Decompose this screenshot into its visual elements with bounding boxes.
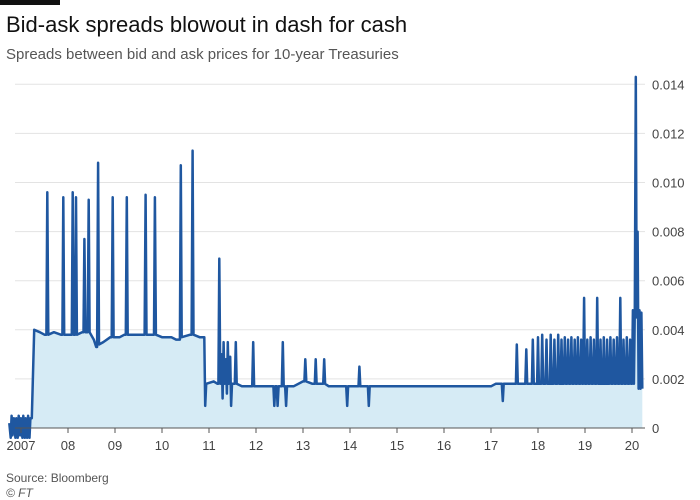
y-tick-label: 0 bbox=[652, 421, 659, 436]
grid-lines bbox=[15, 83, 645, 380]
copyright-note: © FT bbox=[6, 486, 33, 500]
x-tick-label: 12 bbox=[249, 438, 263, 453]
series-area-fill bbox=[9, 76, 643, 429]
x-tick-label: 14 bbox=[343, 438, 357, 453]
y-tick-label: 0.008 bbox=[652, 225, 685, 240]
source-note: Source: Bloomberg bbox=[6, 471, 109, 485]
spread-line-chart: 2007 08 09 10 11 12 13 14 15 16 17 18 19 20 0 0.002 0.0… bbox=[7, 75, 685, 453]
y-tick-label: 0.002 bbox=[652, 372, 685, 387]
x-tick-label: 13 bbox=[296, 438, 310, 453]
x-tick-label: 10 bbox=[155, 438, 169, 453]
x-tick-label: 15 bbox=[390, 438, 404, 453]
x-axis-ticks: 2007 08 09 10 11 12 13 14 15 16 17 18 19 20 bbox=[7, 428, 639, 453]
x-tick-label: 09 bbox=[108, 438, 122, 453]
y-tick-label: 0.004 bbox=[652, 323, 685, 338]
x-tick-label: 16 bbox=[437, 438, 451, 453]
y-tick-label: 0.010 bbox=[652, 175, 685, 190]
series-line bbox=[8, 75, 644, 440]
y-tick-label: 0.006 bbox=[652, 274, 685, 289]
chart-title: Bid-ask spreads blowout in dash for cash bbox=[6, 12, 408, 37]
y-tick-label: 0.014 bbox=[652, 77, 685, 92]
x-tick-label: 20 bbox=[625, 438, 639, 453]
x-tick-label: 17 bbox=[484, 438, 498, 453]
chart-subtitle: Spreads between bid and ask prices for 1… bbox=[6, 46, 399, 63]
x-tick-label: 19 bbox=[578, 438, 592, 453]
y-axis-ticks: 0 0.002 0.004 0.006 0.008 0.010 0.012 0.014 bbox=[652, 77, 685, 436]
x-tick-label: 18 bbox=[531, 438, 545, 453]
x-tick-label: 2007 bbox=[7, 438, 36, 453]
y-tick-label: 0.012 bbox=[652, 126, 685, 141]
x-tick-label: 11 bbox=[202, 438, 216, 453]
x-tick-label: 08 bbox=[61, 438, 75, 453]
title-accent-bar bbox=[0, 0, 60, 5]
